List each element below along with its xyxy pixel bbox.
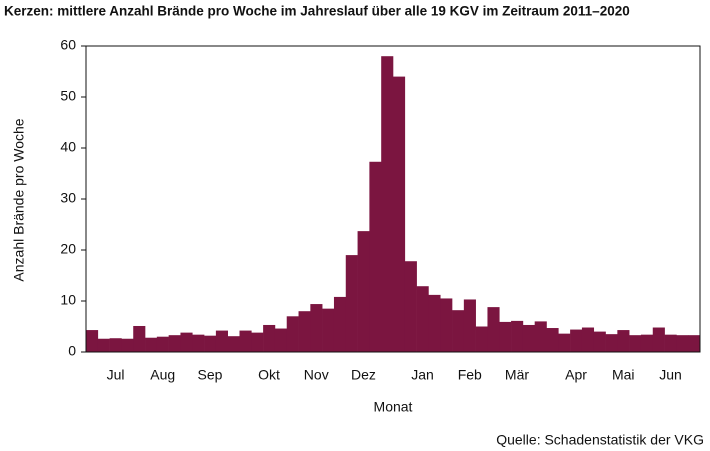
bar bbox=[511, 320, 524, 352]
bar bbox=[475, 326, 488, 352]
y-tick-label: 50 bbox=[60, 88, 76, 104]
bar bbox=[640, 334, 654, 352]
x-tick-label: Aug bbox=[150, 367, 175, 383]
bar bbox=[345, 255, 358, 352]
x-tick-label: Okt bbox=[258, 367, 280, 383]
bar bbox=[664, 334, 677, 352]
x-tick-label: Jul bbox=[107, 367, 125, 383]
bar bbox=[156, 336, 169, 352]
chart-title: Kerzen: mittlere Anzahl Brände pro Woche… bbox=[4, 4, 630, 19]
x-tick-label: Jun bbox=[659, 367, 682, 383]
bar bbox=[546, 328, 559, 352]
bar bbox=[251, 332, 264, 352]
y-axis-label: Anzahl Brände pro Woche bbox=[11, 118, 27, 281]
bar bbox=[286, 316, 299, 352]
bar bbox=[581, 327, 595, 352]
bar bbox=[121, 338, 134, 352]
bar bbox=[145, 337, 158, 352]
bar bbox=[227, 336, 240, 352]
bar bbox=[463, 299, 476, 352]
bar bbox=[570, 329, 583, 352]
bar bbox=[534, 321, 547, 352]
y-tick-label: 60 bbox=[60, 37, 76, 53]
x-tick-label: Mai bbox=[612, 367, 635, 383]
source-note: Quelle: Schadenstatistik der VKG bbox=[496, 432, 704, 448]
plot-frame bbox=[85, 45, 701, 353]
bar bbox=[310, 304, 323, 352]
x-tick-label: Mär bbox=[505, 367, 529, 383]
y-tick-label: 20 bbox=[60, 241, 76, 257]
bar bbox=[393, 76, 406, 352]
bar bbox=[416, 286, 429, 352]
bar bbox=[499, 321, 512, 352]
bar bbox=[558, 333, 571, 352]
x-tick-label: Sep bbox=[198, 367, 223, 383]
bar bbox=[133, 325, 146, 352]
bar bbox=[452, 310, 465, 352]
bar bbox=[274, 328, 288, 352]
bar bbox=[369, 161, 382, 352]
bar bbox=[629, 335, 642, 352]
bar bbox=[404, 261, 417, 352]
bar bbox=[357, 231, 370, 352]
y-tick-label: 40 bbox=[60, 139, 76, 155]
bar bbox=[192, 334, 205, 352]
bar bbox=[652, 327, 665, 352]
bar bbox=[676, 335, 689, 352]
bar bbox=[322, 308, 335, 352]
bar bbox=[688, 335, 701, 352]
x-tick-label: Apr bbox=[565, 367, 587, 383]
y-tick-label: 0 bbox=[68, 343, 76, 359]
bar bbox=[168, 335, 181, 352]
bar bbox=[180, 332, 193, 352]
bar bbox=[204, 335, 217, 352]
x-tick-label: Nov bbox=[304, 367, 329, 383]
x-tick-label: Dez bbox=[351, 367, 376, 383]
bar bbox=[215, 330, 228, 352]
bar bbox=[487, 307, 500, 352]
bar bbox=[86, 330, 99, 352]
y-tick-label: 10 bbox=[60, 292, 76, 308]
bar bbox=[109, 338, 122, 352]
bar bbox=[97, 338, 110, 352]
bar bbox=[381, 56, 394, 352]
bar bbox=[333, 296, 347, 352]
bar bbox=[298, 311, 311, 352]
bar bbox=[617, 330, 630, 352]
y-tick-label: 30 bbox=[60, 190, 76, 206]
bar bbox=[263, 324, 276, 352]
x-tick-label: Feb bbox=[458, 367, 482, 383]
bar bbox=[593, 331, 606, 352]
x-tick-label: Jan bbox=[411, 367, 434, 383]
x-axis-label: Monat bbox=[374, 399, 413, 415]
bar bbox=[428, 294, 441, 352]
bar bbox=[522, 324, 535, 352]
bar bbox=[605, 334, 618, 352]
bar bbox=[239, 330, 252, 352]
bar bbox=[440, 298, 453, 352]
